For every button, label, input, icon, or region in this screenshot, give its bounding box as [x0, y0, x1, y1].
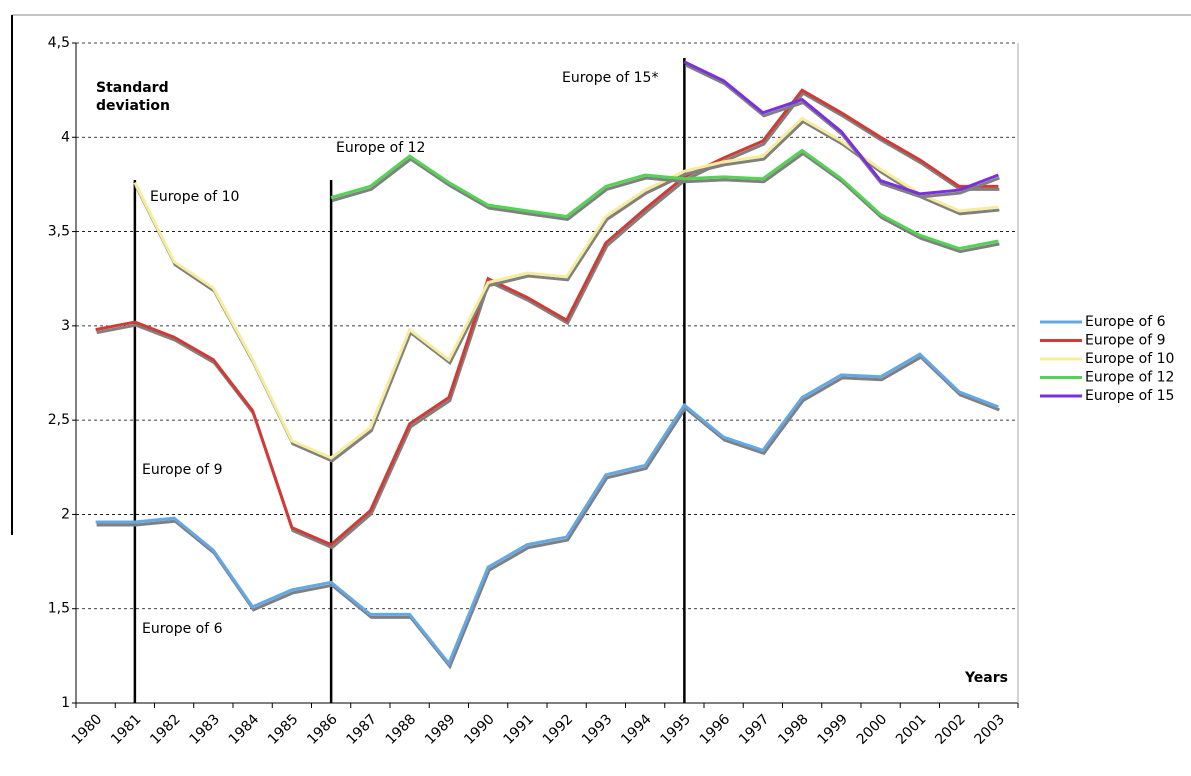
x-tick-label: 1996: [697, 711, 734, 748]
y-tick-label: 1,5: [48, 601, 70, 617]
y-axis-label: deviation: [96, 98, 170, 114]
line-shadow: [134, 119, 1000, 463]
line-shadow: [331, 151, 1000, 254]
annotation: Europe of 12: [336, 140, 425, 156]
annotation: Europe of 10: [150, 189, 239, 205]
x-tick-label: 1988: [383, 711, 420, 748]
x-tick-label: 1983: [187, 711, 224, 748]
annotation: Europe of 9: [142, 462, 223, 478]
x-tick-label: 1991: [501, 711, 538, 748]
y-tick-label: 2,5: [48, 412, 70, 428]
x-tick-label: 1984: [226, 711, 263, 748]
line: [683, 60, 999, 196]
legend-label: Europe of 9: [1085, 333, 1166, 349]
x-tick-label: 1980: [69, 711, 106, 748]
x-tick-label: 1997: [736, 711, 773, 748]
x-tick-label: 1990: [461, 711, 498, 748]
y-tick-label: 4,5: [48, 35, 70, 51]
x-tick-label: 1993: [579, 711, 616, 748]
y-tick-label: 2: [61, 506, 70, 522]
x-tick-label: 2001: [893, 711, 930, 748]
y-tick-label: 1: [61, 695, 70, 711]
line: [330, 148, 999, 251]
line: [95, 88, 999, 547]
line: [95, 352, 999, 667]
x-tick-label: 1992: [540, 711, 577, 748]
annotation: Europe of 15*: [562, 70, 658, 86]
x-tick-label: 1998: [775, 711, 812, 748]
x-tick-label: 2002: [932, 711, 969, 748]
legend-label: Europe of 12: [1085, 370, 1174, 386]
x-tick-label: 1981: [108, 711, 145, 748]
x-tick-label: 1985: [265, 711, 302, 748]
x-tick-label: 1982: [147, 711, 184, 748]
x-tick-label: 2000: [854, 711, 891, 748]
annotation: Europe of 6: [142, 621, 223, 637]
y-tick-label: 3: [61, 318, 70, 334]
legend-label: Europe of 6: [1085, 314, 1166, 330]
x-tick-label: 1994: [618, 711, 655, 748]
x-tick-label: 1999: [815, 711, 852, 748]
legend-label: Europe of 10: [1085, 351, 1174, 367]
y-tick-label: 4: [61, 129, 70, 145]
y-axis-label: Standard: [96, 80, 169, 96]
x-tick-label: 1987: [344, 711, 381, 748]
line-shadow: [96, 355, 1000, 670]
legend-label: Europe of 15: [1085, 388, 1174, 404]
x-tick-label: 2003: [972, 711, 1009, 748]
x-tick-label: 1995: [658, 711, 695, 748]
x-tick-label: 1989: [422, 711, 459, 748]
x-tick-label: 1986: [304, 711, 341, 748]
y-tick-label: 3,5: [48, 224, 70, 240]
x-axis-label: Years: [964, 670, 1008, 686]
